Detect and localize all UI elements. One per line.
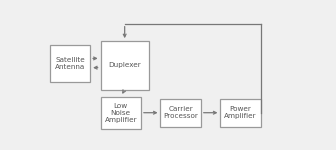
FancyBboxPatch shape [100,97,141,129]
Text: Low
Noise
Amplifier: Low Noise Amplifier [104,103,137,123]
Text: Power
Amplifier: Power Amplifier [224,106,257,119]
FancyBboxPatch shape [100,41,149,90]
Text: Duplexer: Duplexer [108,62,141,68]
FancyBboxPatch shape [50,45,90,82]
FancyBboxPatch shape [161,99,201,127]
Text: Satellite
Antenna: Satellite Antenna [55,57,85,70]
Text: Carrier
Processor: Carrier Processor [163,106,198,119]
FancyBboxPatch shape [220,99,261,127]
